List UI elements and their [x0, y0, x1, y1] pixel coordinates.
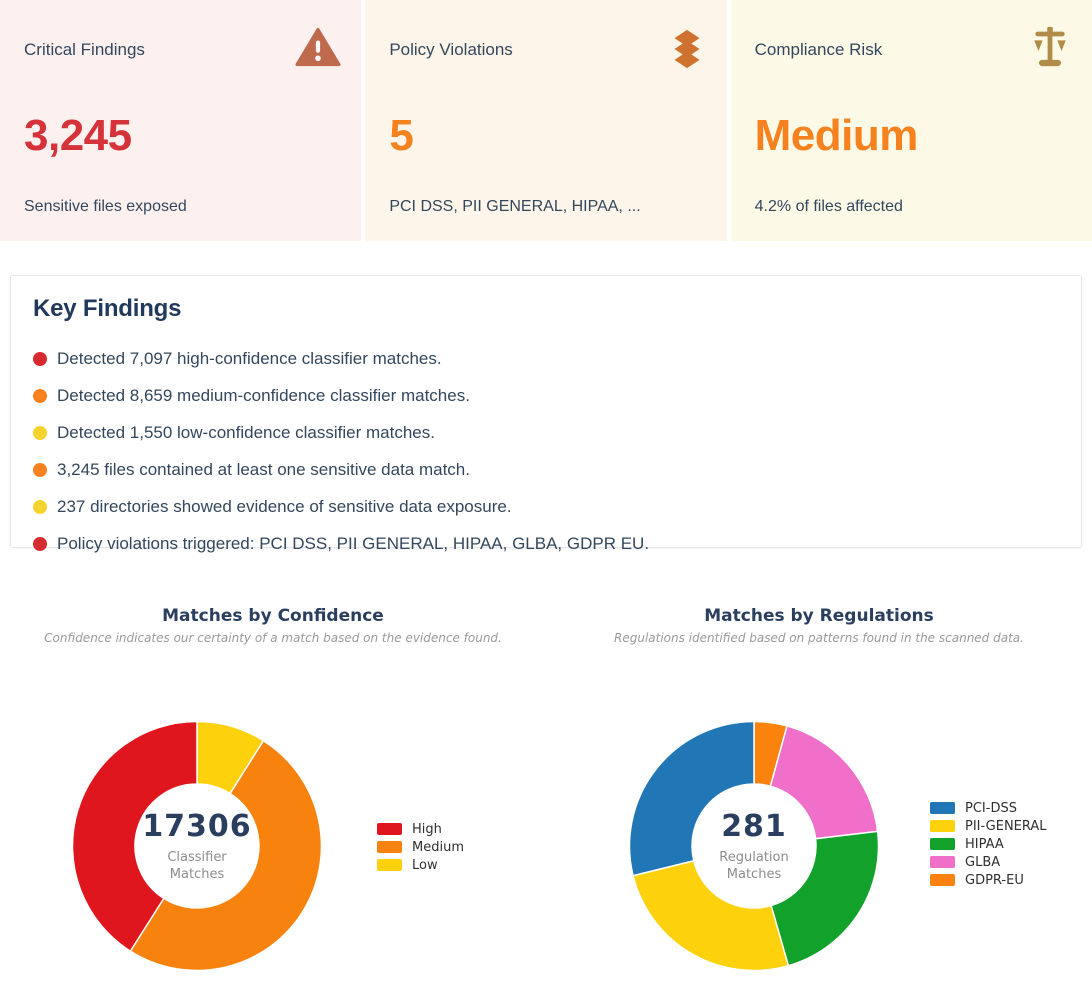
chart-title: Matches by Confidence [162, 606, 384, 626]
bullet-dot-icon [33, 388, 47, 403]
list-item: Detected 7,097 high-confidence classifie… [33, 340, 1059, 377]
legend-item-pci-dss[interactable]: PCI-DSS [930, 799, 1047, 817]
list-item: 3,245 files contained at least one sensi… [33, 451, 1059, 488]
scale-icon [1028, 26, 1072, 73]
legend-label: High [412, 821, 442, 837]
legend-swatch-icon [930, 874, 955, 886]
finding-text: 3,245 files contained at least one sensi… [57, 459, 470, 479]
finding-text: Detected 8,659 medium-confidence classif… [57, 385, 470, 405]
card-subtitle: Sensitive files exposed [24, 198, 187, 215]
legend-label: GDPR-EU [965, 872, 1024, 888]
legend-swatch-icon [377, 859, 402, 871]
bullet-dot-icon [33, 499, 47, 514]
bullet-dot-icon [33, 536, 47, 551]
legend-swatch-icon [377, 841, 402, 853]
legend-item-glba[interactable]: GLBA [930, 853, 1047, 871]
charts-row: Matches by Confidence Confidence indicat… [0, 580, 1092, 990]
donut-slice-medium[interactable] [129, 739, 323, 972]
legend-label: PCI-DSS [965, 800, 1017, 816]
list-item: Detected 8,659 medium-confidence classif… [33, 377, 1059, 414]
legend-swatch-icon [930, 802, 955, 814]
key-findings-heading: Key Findings [33, 295, 182, 322]
legend-label: Low [412, 857, 438, 873]
bullet-dot-icon [33, 462, 47, 477]
legend-confidence: High Medium Low [377, 820, 464, 874]
legend-item-gdpr-eu[interactable]: GDPR-EU [930, 871, 1047, 889]
list-item: 237 directories showed evidence of sensi… [33, 488, 1059, 525]
donut-svg[interactable] [628, 720, 880, 972]
list-item: Detected 1,550 low-confidence classifier… [33, 414, 1059, 451]
key-findings-list: Detected 7,097 high-confidence classifie… [33, 340, 1059, 562]
legend-regulations: PCI-DSS PII-GENERAL HIPAA GLBA GDPR-EU [930, 799, 1047, 889]
key-findings-panel: Key Findings Detected 7,097 high-confide… [10, 275, 1082, 553]
legend-item-pii-general[interactable]: PII-GENERAL [930, 817, 1047, 835]
chart-matches-by-confidence: Matches by Confidence Confidence indicat… [0, 580, 546, 990]
bullet-dot-icon [33, 351, 47, 366]
chart-subtitle: Regulations identified based on patterns… [614, 631, 1024, 645]
chart-title: Matches by Regulations [704, 606, 934, 626]
finding-text: Detected 7,097 high-confidence classifie… [57, 348, 442, 368]
card-compliance-risk: Compliance Risk Medium 4.2% of files aff… [730, 0, 1092, 241]
legend-swatch-icon [930, 820, 955, 832]
legend-item-high[interactable]: High [377, 820, 464, 838]
bullet-dot-icon [33, 425, 47, 440]
legend-label: Medium [412, 839, 464, 855]
layers-icon [667, 26, 707, 77]
donut-chart-regulations: 281 Regulation Matches [628, 720, 880, 972]
donut-slice-glba[interactable] [769, 725, 879, 840]
card-value: 5 [389, 111, 414, 160]
legend-item-medium[interactable]: Medium [377, 838, 464, 856]
donut-slice-high[interactable] [71, 720, 198, 952]
list-item: Policy violations triggered: PCI DSS, PI… [33, 525, 1059, 562]
card-value: 3,245 [24, 111, 132, 160]
card-subtitle: PCI DSS, PII GENERAL, HIPAA, ... [389, 198, 641, 215]
finding-text: 237 directories showed evidence of sensi… [57, 496, 512, 516]
donut-slice-hipaa[interactable] [770, 830, 880, 967]
warning-triangle-icon [295, 26, 341, 73]
finding-text: Detected 1,550 low-confidence classifier… [57, 422, 435, 442]
donut-chart-confidence: 17306 Classifier Matches [71, 720, 323, 972]
card-title: Critical Findings [24, 40, 145, 59]
card-title: Policy Violations [389, 40, 513, 59]
legend-label: HIPAA [965, 836, 1004, 852]
legend-swatch-icon [377, 823, 402, 835]
card-critical-findings: Critical Findings 3,245 Sensitive files … [0, 0, 362, 241]
donut-svg[interactable] [71, 720, 323, 972]
legend-item-hipaa[interactable]: HIPAA [930, 835, 1047, 853]
legend-swatch-icon [930, 838, 955, 850]
summary-cards-row: Critical Findings 3,245 Sensitive files … [0, 0, 1092, 241]
legend-swatch-icon [930, 856, 955, 868]
chart-matches-by-regulations: Matches by Regulations Regulations ident… [546, 580, 1092, 990]
chart-subtitle: Confidence indicates our certainty of a … [44, 631, 502, 645]
card-policy-violations: Policy Violations 5 PCI DSS, PII GENERAL… [365, 0, 727, 241]
donut-slice-pii-general[interactable] [632, 860, 790, 972]
legend-label: GLBA [965, 854, 1001, 870]
legend-label: PII-GENERAL [965, 818, 1047, 834]
card-subtitle: 4.2% of files affected [754, 198, 903, 215]
donut-slice-pci-dss[interactable] [628, 720, 755, 877]
finding-text: Policy violations triggered: PCI DSS, PI… [57, 533, 650, 553]
card-value: Medium [754, 111, 919, 160]
card-title: Compliance Risk [754, 40, 883, 59]
legend-item-low[interactable]: Low [377, 856, 464, 874]
